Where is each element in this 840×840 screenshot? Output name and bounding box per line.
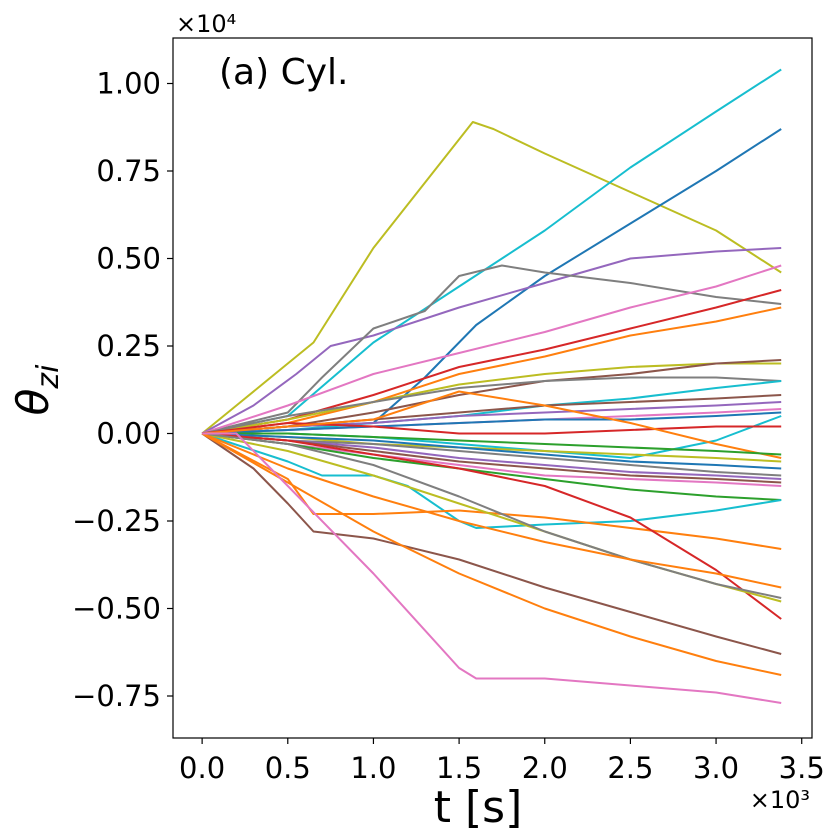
series-line-29 — [201, 432, 782, 550]
series-line-5 — [201, 264, 782, 435]
series-line-22 — [202, 432, 782, 470]
x-tick-label: 2.0 — [522, 751, 568, 785]
series-line-34 — [201, 432, 782, 655]
y-tick-label: 0.00 — [96, 417, 161, 451]
chart-annotation: (a) Cyl. — [219, 52, 348, 93]
series-line-27 — [201, 432, 782, 501]
x-tick-label: 1.0 — [350, 751, 396, 785]
series-line-19 — [202, 390, 782, 459]
y-tick-label: 1.00 — [96, 67, 161, 101]
series-line-4 — [201, 247, 782, 435]
y-tick-label: −0.50 — [72, 592, 161, 626]
series-line-32 — [201, 432, 782, 599]
series-line-36 — [202, 432, 782, 704]
y-tick-label: 0.75 — [96, 154, 161, 188]
series-line-33 — [201, 432, 782, 589]
y-tick-label: −0.25 — [72, 504, 161, 538]
y-axis-multiplier: ×10⁴ — [176, 10, 236, 38]
series-line-9 — [201, 362, 782, 435]
x-tick-label: 2.5 — [607, 751, 653, 785]
series-line-3 — [202, 128, 782, 435]
y-tick-label: 0.25 — [96, 329, 161, 363]
series-line-18 — [201, 422, 782, 435]
series-line-16 — [202, 411, 782, 435]
ticks-layer: 0.0 0.5 1.0 1.5 2.0 2.5 3.0 3.5 −0.75 −0.50 −0.25 0… — [72, 67, 825, 786]
x-tick-label: 1.5 — [436, 751, 482, 785]
series-layer — [201, 68, 782, 704]
x-tick-label: 0.0 — [179, 751, 225, 785]
series-line-7 — [201, 289, 782, 435]
y-axis-title: θzi — [8, 364, 66, 416]
series-line-2 — [201, 68, 782, 435]
x-tick-label: 3.5 — [779, 751, 825, 785]
y-axis-title-subscript: zi — [31, 364, 66, 390]
series-line-31 — [201, 432, 782, 603]
x-axis-multiplier: ×10³ — [750, 786, 810, 814]
y-tick-label: 0.50 — [96, 242, 161, 276]
series-line-35 — [201, 432, 782, 676]
series-line-20 — [202, 432, 782, 456]
x-tick-label: 3.0 — [693, 751, 739, 785]
plot-frame — [172, 37, 813, 739]
series-line-30 — [202, 432, 782, 620]
y-axis-title-theta: θ — [8, 389, 59, 416]
series-line-6 — [201, 264, 782, 435]
x-tick-label: 0.5 — [265, 751, 311, 785]
x-axis-title: t [s] — [434, 782, 523, 833]
series-line-11 — [201, 376, 782, 435]
series-line-8 — [201, 306, 782, 435]
series-line-1 — [201, 121, 782, 435]
y-tick-label: −0.75 — [72, 679, 161, 713]
